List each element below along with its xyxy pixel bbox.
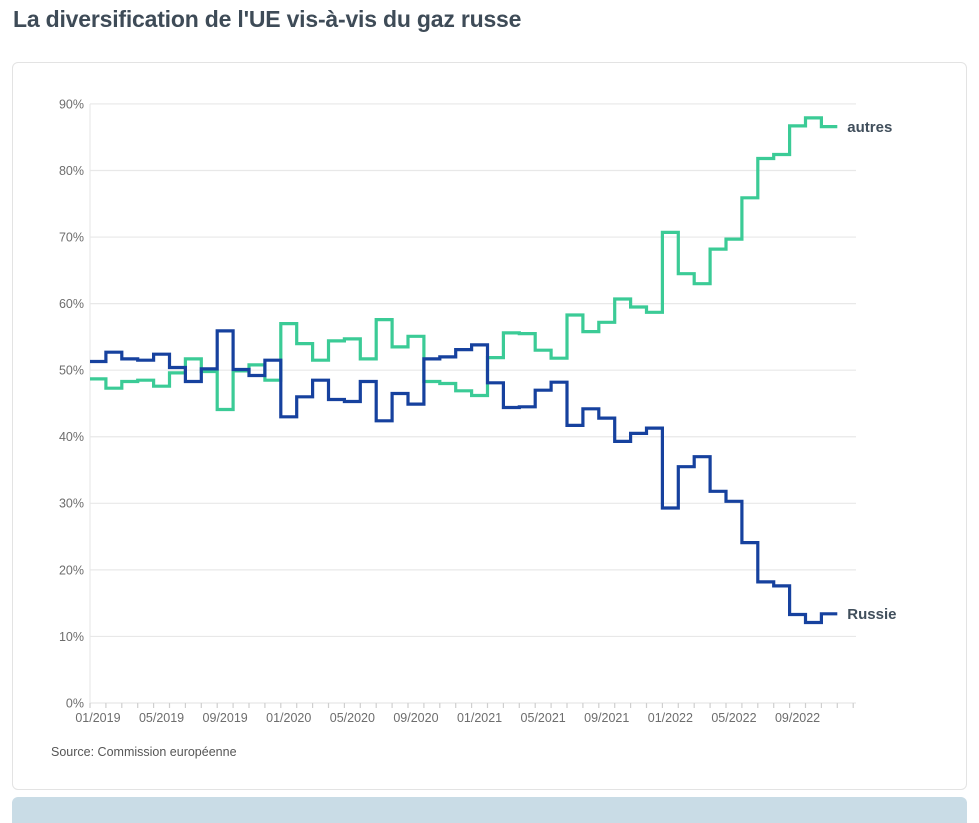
series-line-autres: [90, 116, 838, 412]
y-tick-label: 70%: [59, 230, 84, 244]
x-tick-label: 01/2019: [75, 711, 120, 725]
x-tick-label: 01/2022: [648, 711, 693, 725]
series-label-russie: Russie: [847, 606, 896, 623]
x-tick-label: 05/2020: [330, 711, 375, 725]
chart-card: 0% 10% 20% 30% 40% 50% 60% 70% 80% 90% 01/2019 05/2…: [12, 62, 967, 790]
y-tick-label: 10%: [59, 630, 84, 644]
footer-band: [12, 797, 967, 823]
y-tick-label: 0%: [66, 696, 84, 710]
x-tick-label: 05/2022: [711, 711, 756, 725]
x-tick-label: 09/2022: [775, 711, 820, 725]
y-tick-label: 20%: [59, 563, 84, 577]
y-tick-label: 30%: [59, 497, 84, 511]
series-label-autres: autres: [847, 119, 892, 136]
chart-canvas: 0% 10% 20% 30% 40% 50% 60% 70% 80% 90% 01/2019 05/2…: [59, 97, 897, 725]
x-tick-label: 01/2020: [266, 711, 311, 725]
y-tick-label: 90%: [59, 97, 84, 111]
x-tick-label: 05/2021: [521, 711, 566, 725]
x-tick-label: 09/2021: [584, 711, 629, 725]
x-tick-label: 09/2019: [203, 711, 248, 725]
series-line-russie: [90, 329, 838, 625]
x-tick-label: 05/2019: [139, 711, 184, 725]
page-title: La diversification de l'UE vis-à-vis du …: [13, 6, 522, 32]
y-tick-label: 50%: [59, 364, 84, 378]
y-tick-label: 80%: [59, 164, 84, 178]
x-tick-label: 01/2021: [457, 711, 502, 725]
x-tick-label: 09/2020: [393, 711, 438, 725]
y-tick-label: 40%: [59, 430, 84, 444]
source-note: Source: Commission européenne: [51, 745, 237, 759]
y-tick-label: 60%: [59, 297, 84, 311]
